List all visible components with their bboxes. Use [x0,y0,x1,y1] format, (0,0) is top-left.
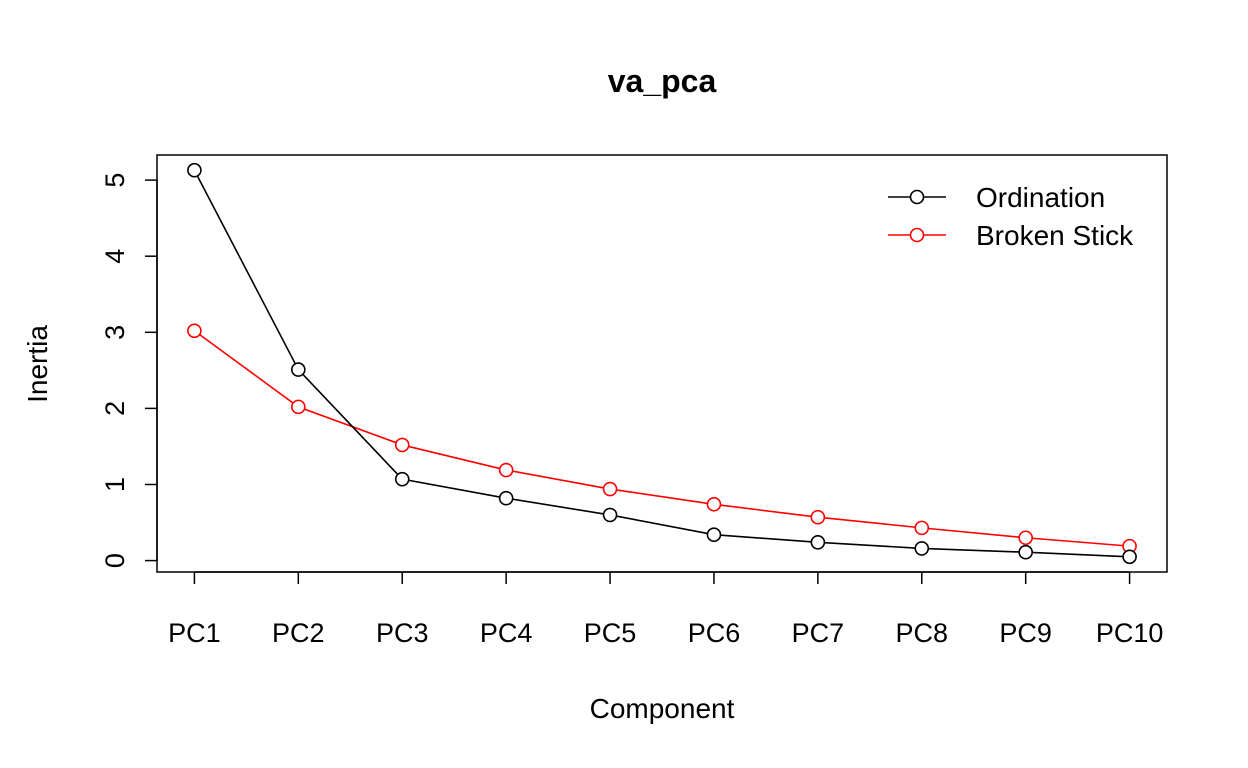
y-tick-label: 0 [100,553,130,568]
data-point [1018,530,1033,546]
series-ordination [187,162,1137,565]
legend: Ordination Broken Stick [888,182,1134,251]
data-point [914,541,930,556]
y-tick-label: 4 [100,249,130,264]
x-tick-label: PC4 [480,618,533,648]
data-point [187,323,202,339]
y-tick-label: 1 [100,477,130,492]
data-point [602,481,618,497]
x-tick-label: PC10 [1096,618,1164,648]
data-point [1018,544,1033,560]
data-point [706,527,722,543]
data-point [291,399,306,415]
series-line [193,330,1130,547]
chart-title: va_pca [608,63,717,99]
y-tick-label: 2 [100,401,130,416]
data-point [498,490,514,506]
data-point [810,509,826,525]
x-tick-label: PC9 [999,618,1052,648]
x-tick-label: PC2 [272,618,325,648]
data-point [291,362,306,377]
plot-frame [156,154,1168,573]
x-axis-label: Component [590,693,735,724]
x-tick-label: PC8 [896,618,949,648]
y-tick-label: 5 [100,173,130,188]
legend-label: Broken Stick [976,220,1134,251]
legend-label: Ordination [976,182,1105,213]
x-tick-label: PC6 [688,618,741,648]
x-tick-label: PC5 [584,618,637,648]
series-broken-stick [187,323,1137,554]
legend-item: Broken Stick [888,220,1134,251]
data-point [706,496,722,512]
legend-item: Ordination [888,182,1105,213]
data-point [187,162,202,178]
x-tick-label: PC3 [376,618,429,648]
data-point [394,471,410,487]
legend-marker [909,227,925,243]
legend-marker [909,189,925,205]
data-point [810,535,826,550]
y-axis-label: Inertia [22,325,53,403]
data-point [602,507,618,523]
data-point [1122,549,1137,565]
y-tick-label: 3 [100,325,130,340]
x-tick-label: PC7 [792,618,845,648]
x-tick-label: PC1 [168,618,221,648]
data-point [498,462,514,478]
data-point [394,437,410,453]
data-point [914,520,930,536]
series-line [193,169,1130,558]
